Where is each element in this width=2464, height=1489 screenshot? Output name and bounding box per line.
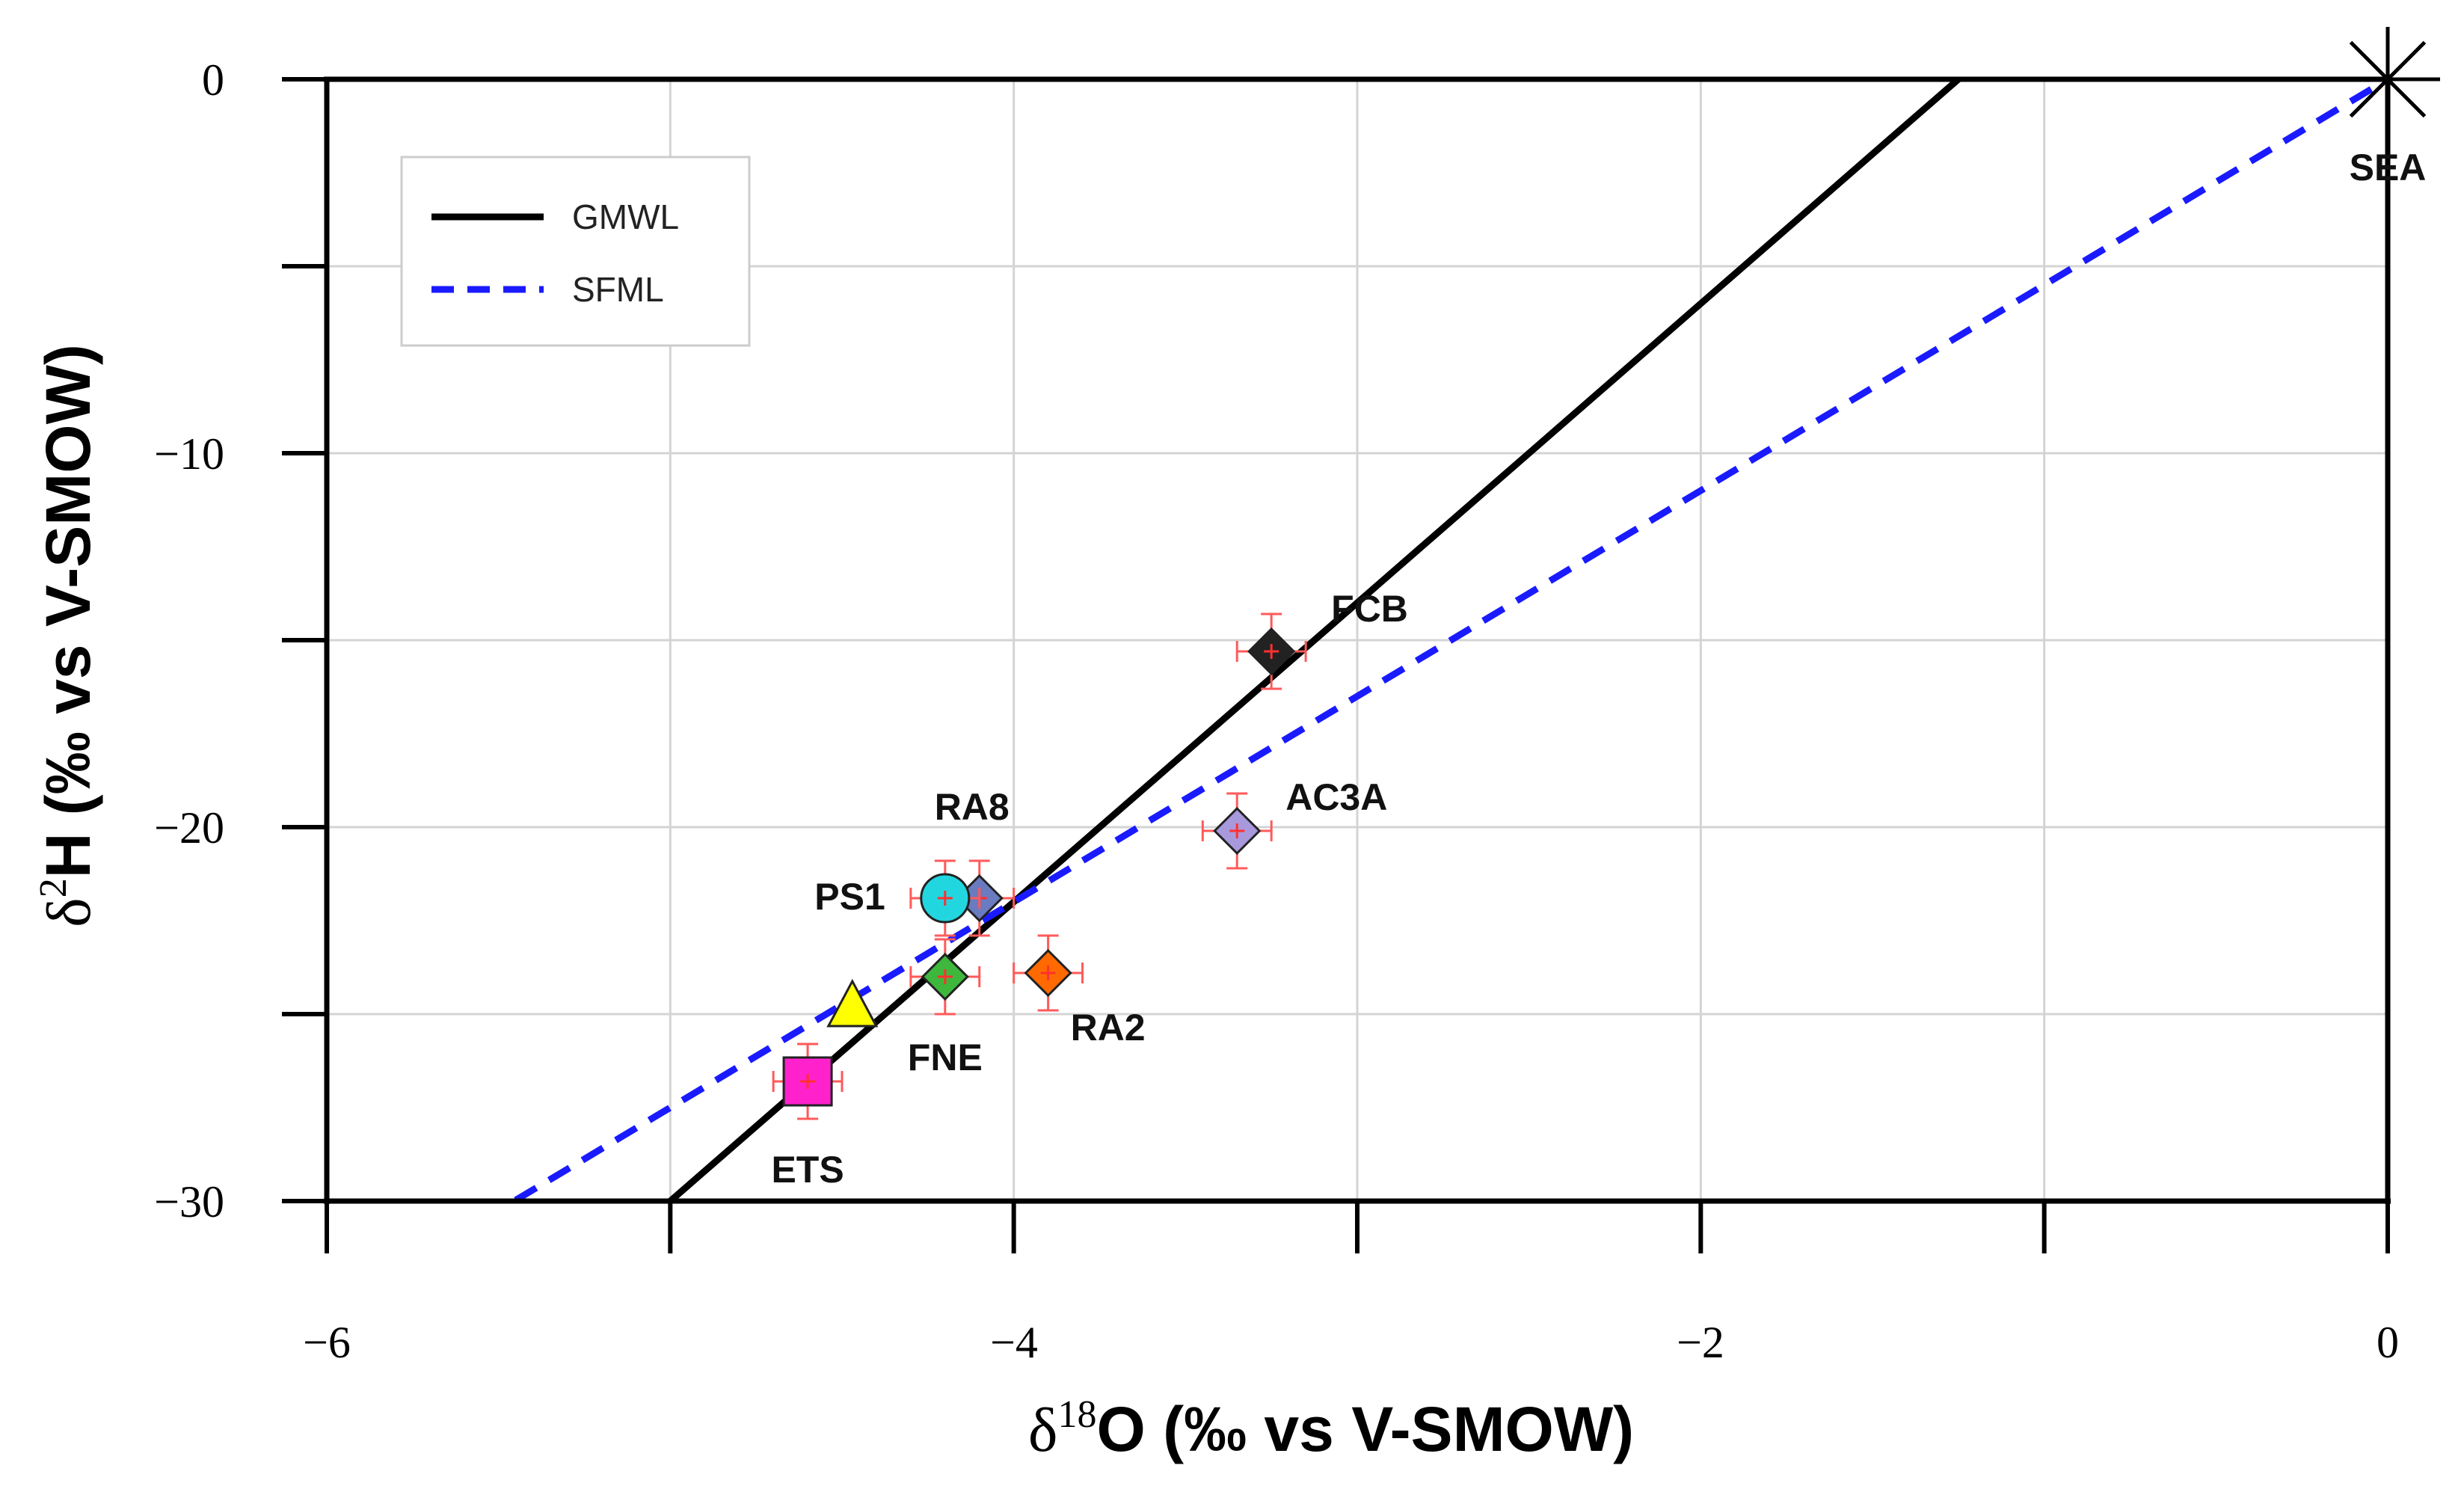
x-axis-title-prefix: δ <box>1028 1396 1058 1465</box>
y-tick-label: 0 <box>202 55 224 105</box>
x-axis-title-sup: 18 <box>1057 1393 1096 1436</box>
axes-layer <box>282 76 2391 1253</box>
data-point-sea <box>2335 27 2440 132</box>
y-tick-label: −10 <box>154 429 224 479</box>
point-label-ra2: RA2 <box>1071 1007 1146 1049</box>
grid-layer <box>327 79 2388 1201</box>
y-tick-label: −30 <box>154 1177 224 1226</box>
point-label-ps1: PS1 <box>814 876 885 918</box>
star-stroke <box>2349 40 2427 118</box>
point-label-fne: FNE <box>908 1037 983 1078</box>
points-layer <box>772 27 2440 1120</box>
legend-label-sfml: SFML <box>572 270 664 309</box>
point-label-fcb: FCB <box>1331 588 1408 630</box>
point-label-ac3a: AC3A <box>1285 776 1387 818</box>
y-tick-label: −20 <box>154 803 224 853</box>
legend-label-gmwl: GMWL <box>572 197 679 236</box>
y-axis-title-sup: 2 <box>32 878 75 897</box>
series-line-sfml <box>514 76 2390 1203</box>
series-line-gmwl <box>668 76 1961 1204</box>
x-axis-title-main: O (‰ vs V-SMOW) <box>1096 1394 1634 1464</box>
tick-labels: −6 −4 −2 0 0 −10 −20 −30 <box>154 55 2399 1367</box>
x-tick-label: −6 <box>303 1318 351 1367</box>
lines-layer <box>514 76 2390 1204</box>
data-point-ps <box>826 978 879 1028</box>
point-label-ra8: RA8 <box>935 786 1010 828</box>
point-label-ets: ETS <box>771 1149 844 1191</box>
y-axis-title-prefix: δ <box>34 897 104 927</box>
legend: GMWL SFML <box>400 156 751 347</box>
x-tick-label: −4 <box>990 1318 1038 1367</box>
point-label-sea: SEA <box>2350 147 2427 188</box>
y-axis-title: δ2H (‰ vs V-SMOW) <box>32 344 104 927</box>
legend-box <box>400 156 751 347</box>
labels-layer: SEA FCB AC3A RA8 PS1 RA2 FNE ETS <box>771 147 2426 1191</box>
x-tick-label: −2 <box>1677 1318 1724 1367</box>
x-axis-title: δ18O (‰ vs V-SMOW) <box>1028 1393 1634 1465</box>
x-tick-label: 0 <box>2377 1318 2399 1367</box>
y-axis-title-main: H (‰ vs V-SMOW) <box>33 344 103 878</box>
